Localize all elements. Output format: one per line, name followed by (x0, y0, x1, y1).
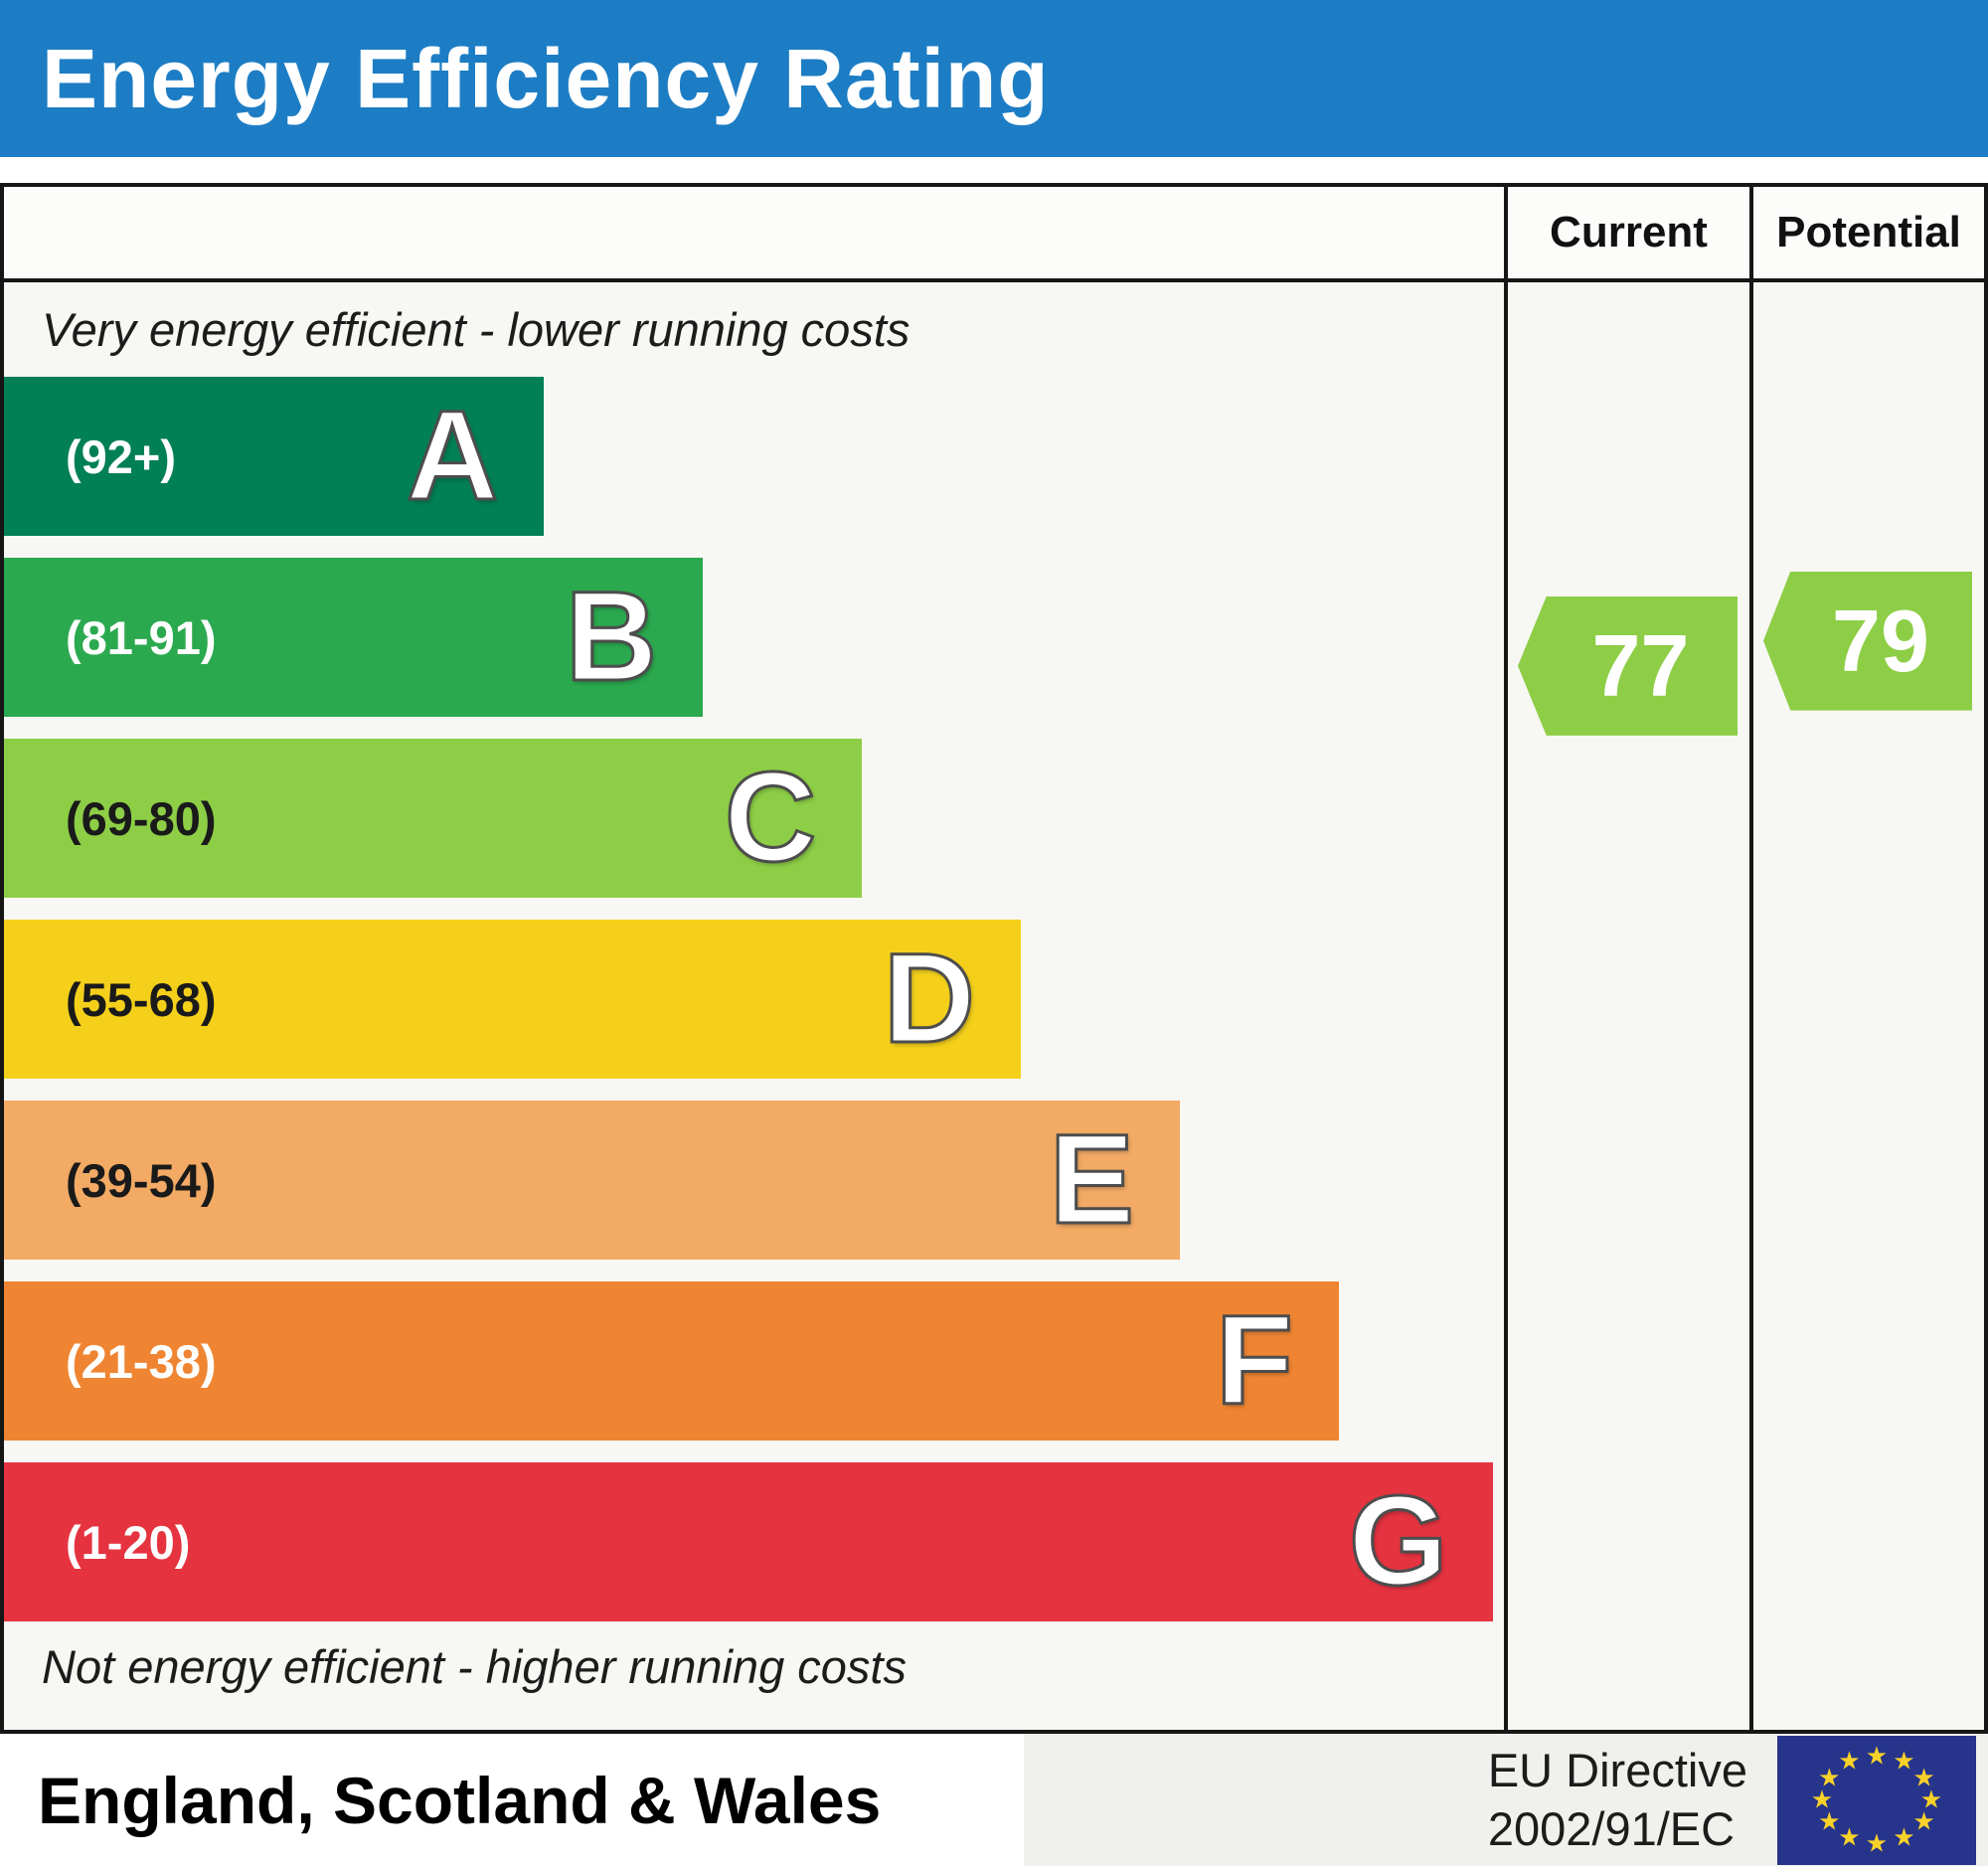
bands: (92+) A (81-91) B (69-80) C (55-68) D (3… (4, 377, 1504, 1621)
eu-directive-line2: 2002/91/EC (1487, 1801, 1736, 1855)
potential-rating-value: 79 (1832, 591, 1929, 690)
band-row: (1-20) G (4, 1462, 1494, 1621)
band-letter: A (405, 385, 499, 527)
bottom-note: Not energy efficient - higher running co… (42, 1640, 907, 1693)
band-range: (69-80) (66, 791, 217, 845)
band-letter: B (564, 566, 658, 708)
chart-title: Energy Efficiency Rating (42, 31, 1050, 125)
eu-directive-line1: EU Directive (1487, 1743, 1747, 1796)
potential-column-header: Potential (1749, 187, 1984, 282)
top-note: Very energy efficient - lower running co… (42, 303, 911, 356)
eu-flag-star: ★ (1912, 1807, 1935, 1835)
potential-rating-arrow: 79 (1763, 571, 1972, 711)
band-range: (39-54) (66, 1153, 217, 1207)
eu-flag-star: ★ (1865, 1829, 1889, 1857)
band-row: (55-68) D (4, 920, 1022, 1079)
eu-flag-star: ★ (1838, 1747, 1861, 1776)
current-rating-arrow: 77 (1518, 595, 1738, 736)
footer-directive-panel: EU Directive 2002/91/EC ★ ★ ★ ★ ★ ★ ★ ★ ★ ★ ★ ★ (1024, 1734, 1988, 1866)
band-letter: E (1048, 1108, 1135, 1251)
potential-cell: 79 (1749, 282, 1984, 1730)
band-letter: F (1214, 1289, 1294, 1432)
current-cell: 77 (1504, 282, 1749, 1730)
band-range: (55-68) (66, 972, 217, 1026)
bands-cell: Very energy efficient - lower running co… (4, 282, 1504, 1730)
band-letter: G (1347, 1470, 1449, 1612)
eu-flag-star: ★ (1818, 1807, 1841, 1835)
current-rating-value: 77 (1591, 615, 1690, 715)
current-column-header: Current (1504, 187, 1749, 282)
eu-flag-star: ★ (1818, 1764, 1841, 1791)
band-row: (21-38) F (4, 1281, 1339, 1441)
band-range: (21-38) (66, 1334, 217, 1388)
chart-footer: England, Scotland & Wales EU Directive 2… (0, 1734, 1988, 1866)
band-letter: D (882, 928, 976, 1070)
band-row: (39-54) E (4, 1101, 1181, 1260)
chart-header: Energy Efficiency Rating (0, 0, 1988, 157)
eu-flag-star: ★ (1919, 1785, 1943, 1813)
band-range: (1-20) (66, 1515, 191, 1569)
band-letter: C (723, 747, 817, 889)
eu-flag-icon: ★ ★ ★ ★ ★ ★ ★ ★ ★ ★ ★ ★ (1777, 1735, 1976, 1865)
eu-directive-label: EU Directive 2002/91/EC (1488, 1742, 1747, 1859)
band-row: (69-80) C (4, 739, 863, 898)
eu-flag-star: ★ (1810, 1785, 1834, 1813)
rating-table: Current Potential Very energy efficient … (0, 183, 1988, 1734)
eu-flag-star: ★ (1838, 1823, 1861, 1852)
eu-flag-star: ★ (1893, 1823, 1915, 1852)
band-range: (92+) (66, 429, 177, 483)
band-row: (81-91) B (4, 558, 704, 717)
band-row: (92+) A (4, 377, 545, 536)
eu-flag-star: ★ (1865, 1742, 1889, 1770)
eu-flag-star: ★ (1893, 1747, 1915, 1776)
eu-flag-star: ★ (1912, 1764, 1935, 1791)
footer-region-label: England, Scotland & Wales (38, 1763, 882, 1837)
band-column-header (4, 187, 1504, 282)
band-range: (81-91) (66, 610, 217, 664)
